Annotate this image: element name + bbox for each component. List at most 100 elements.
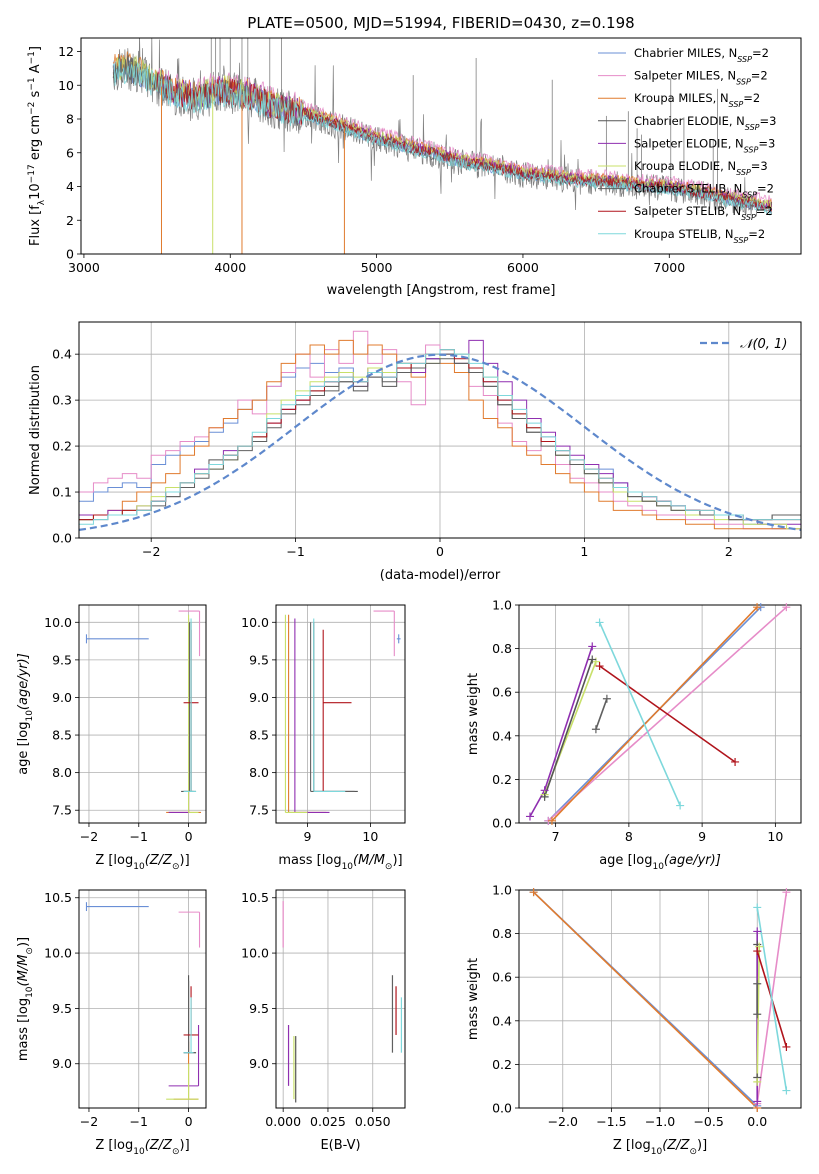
gaussian-curve: [79, 353, 801, 531]
axes-frame: [80, 37, 802, 255]
weight-marker-kroupa_elodie: [755, 942, 764, 951]
legend-name: Salpeter MILES, N: [634, 69, 736, 83]
legend-label: Salpeter ELODIE, NSSP=3: [634, 136, 775, 154]
axes-frame: [518, 889, 802, 1109]
legend-name: Kroupa STELIB, N: [634, 227, 734, 241]
label-part: (M/M: [16, 955, 31, 987]
label-part: (age/yr)]: [16, 653, 31, 710]
y-tick-label: 7.5: [249, 803, 269, 818]
x-tick-label: 0: [436, 544, 444, 559]
axes-z_mass: −2 −1 09.09.510.010.5Z [log10(Z/Z⊙)]mass […: [16, 889, 207, 1157]
y-tick-label: 9.5: [249, 652, 269, 667]
label-part: age [log: [16, 722, 31, 775]
legend-name: Chabrier STELIB, N: [634, 182, 742, 196]
x-tick-label: 4000: [214, 260, 246, 275]
axes-residuals: −2 −1 0 1 2 0.0 0.1 0.2 0.3 0.4 (data-model)/error…: [28, 321, 802, 583]
label-sub: 10: [133, 862, 145, 872]
y-tick-label: 10.0: [241, 615, 269, 630]
weight-marker-chabrier_elodie: [540, 792, 549, 801]
weight-line-salpeter_elodie: [529, 646, 593, 817]
y-tick-label: 0.4: [492, 1013, 512, 1028]
weight-line-salpeter_stelib: [599, 665, 736, 763]
legend-sub: SSP: [741, 213, 756, 222]
ylabel-sup: −2: [27, 102, 37, 115]
label-part: )]: [180, 1138, 190, 1153]
label-part: )]: [697, 1138, 707, 1153]
weight-line-chabrier_elodie: [543, 659, 593, 798]
y-tick-label: 0: [66, 247, 74, 262]
x-tick-label: 8: [625, 829, 633, 844]
weight-marker-kroupa_miles: [529, 888, 538, 897]
label-sub: ⊙: [25, 947, 35, 955]
y-tick-label: 0.8: [492, 641, 512, 656]
y-tick-label: 9.5: [249, 1001, 269, 1016]
y-tick-label: 7.5: [52, 803, 72, 818]
x-tick-label: 0: [185, 1114, 193, 1129]
plot-area-spectrum: [112, 38, 773, 254]
legend-suffix: =2: [743, 91, 760, 105]
weight-marker-salpeter_elodie: [588, 642, 597, 651]
label-part: )]: [180, 853, 190, 868]
plot-area-residuals: [79, 330, 801, 538]
y-tick-label: 10.0: [241, 946, 269, 961]
legend-suffix: =3: [751, 159, 768, 173]
axes-frame: [78, 321, 802, 539]
y-tick-label: 0.0: [52, 531, 72, 546]
plot-area-z_age: [85, 610, 202, 814]
plot-area-age_weight: [529, 606, 787, 822]
x-tick-label: −1: [286, 544, 304, 559]
x-axis-label: E(B-V): [320, 1138, 360, 1153]
y-tick-label: 0.0: [492, 1101, 512, 1116]
y-tick-label: 0.6: [492, 970, 512, 985]
x-tick-label: 0: [185, 829, 193, 844]
weight-marker-kroupa_stelib: [782, 1086, 791, 1095]
y-tick-label: 6: [66, 145, 74, 160]
legend-suffix: =2: [756, 204, 773, 218]
weight-marker-chabrier_stelib: [753, 979, 762, 988]
x-tick-label: 6000: [507, 260, 539, 275]
weight-marker-salpeter_stelib: [782, 1042, 791, 1051]
label-sub: 10: [25, 986, 35, 998]
legend-suffix: =3: [758, 136, 775, 150]
y-tick-label: 1.0: [492, 883, 512, 898]
weight-line-kroupa_stelib: [756, 907, 788, 1091]
label-sub: ⊙: [172, 1147, 180, 1157]
y-tick-label: 0.3: [52, 393, 72, 408]
x-tick-label: 5000: [361, 260, 393, 275]
x-tick-label: 7000: [653, 260, 685, 275]
legend-sub: SSP: [736, 77, 751, 86]
label-sub: 10: [25, 710, 35, 722]
weight-line-kroupa_miles: [533, 891, 758, 1108]
y-tick-label: 4: [66, 179, 74, 194]
label-part: )]: [16, 937, 31, 947]
legend-name: Kroupa MILES, N: [634, 91, 729, 105]
legend-name: Kroupa ELODIE, N: [634, 159, 736, 173]
ylabel-part: 10: [28, 183, 43, 200]
weight-marker-salpeter_elodie: [525, 812, 534, 821]
weight-marker-kroupa_stelib: [595, 618, 604, 627]
x-tick-label: 1: [580, 544, 588, 559]
y-tick-label: 9.0: [249, 1056, 269, 1071]
y-tick-label: 9.0: [249, 690, 269, 705]
legend-suffix: =3: [760, 114, 777, 128]
x-axis-label: mass [log10(M/M⊙)]: [278, 853, 402, 872]
weight-marker-salpeter_stelib: [753, 947, 762, 956]
plot-area-z_mass: [85, 902, 201, 1100]
ylabel-part: A: [28, 64, 43, 77]
ylabel-part: Flux [f: [28, 205, 43, 246]
weight-marker-salpeter_stelib: [731, 757, 740, 766]
legend-sub: SSP: [736, 168, 751, 177]
y-tick-label: 8: [66, 112, 74, 127]
x-axis-label: Z [log10(Z/Z⊙)]: [95, 853, 189, 872]
label-sub: 10: [652, 862, 664, 872]
label-part: (Z/Z: [662, 1138, 690, 1153]
label-part: (Z/Z: [145, 1138, 173, 1153]
legend-label: Chabrier MILES, NSSP=2: [634, 46, 769, 64]
legend-sub: SSP: [742, 190, 757, 199]
y-tick-label: 10: [58, 78, 74, 93]
legend-sub: SSP: [734, 235, 749, 244]
label-sub: ⊙: [172, 862, 180, 872]
x-tick-label: 0.0: [747, 1114, 767, 1129]
